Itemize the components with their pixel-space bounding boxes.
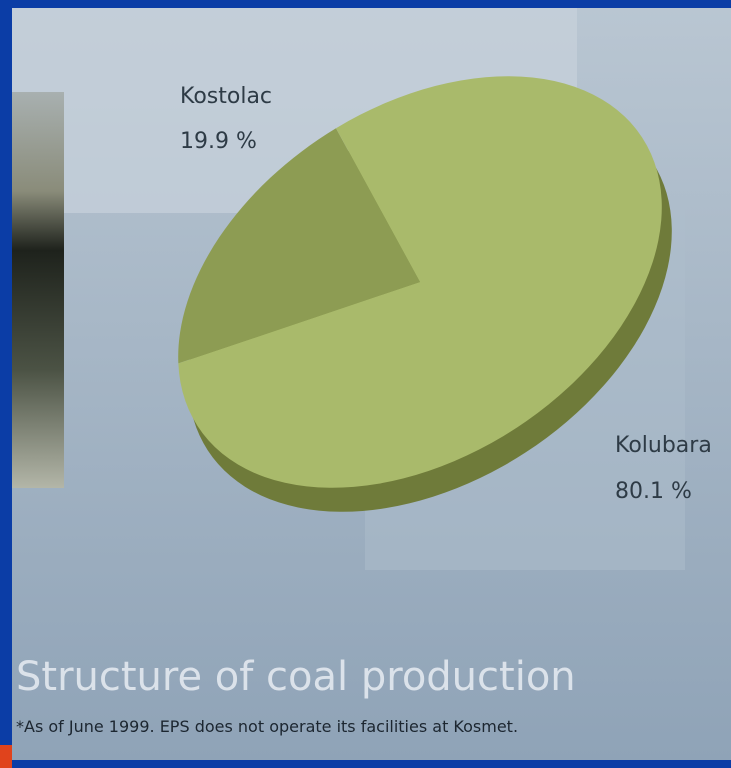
value-label: 80.1 % xyxy=(615,479,692,504)
value-label: 19.9 % xyxy=(180,129,257,154)
photo xyxy=(12,92,64,488)
pie-top xyxy=(178,76,662,488)
slice-label: Kostolac xyxy=(180,84,272,109)
pie xyxy=(178,76,672,512)
pie-slice xyxy=(178,76,662,488)
pie-slice xyxy=(178,128,420,364)
slice-label: Kolubara xyxy=(615,433,712,458)
chart-title: Structure of coal production xyxy=(16,654,576,700)
footnote: *As of June 1999. EPS does not operate i… xyxy=(16,717,518,736)
corner xyxy=(0,745,12,768)
